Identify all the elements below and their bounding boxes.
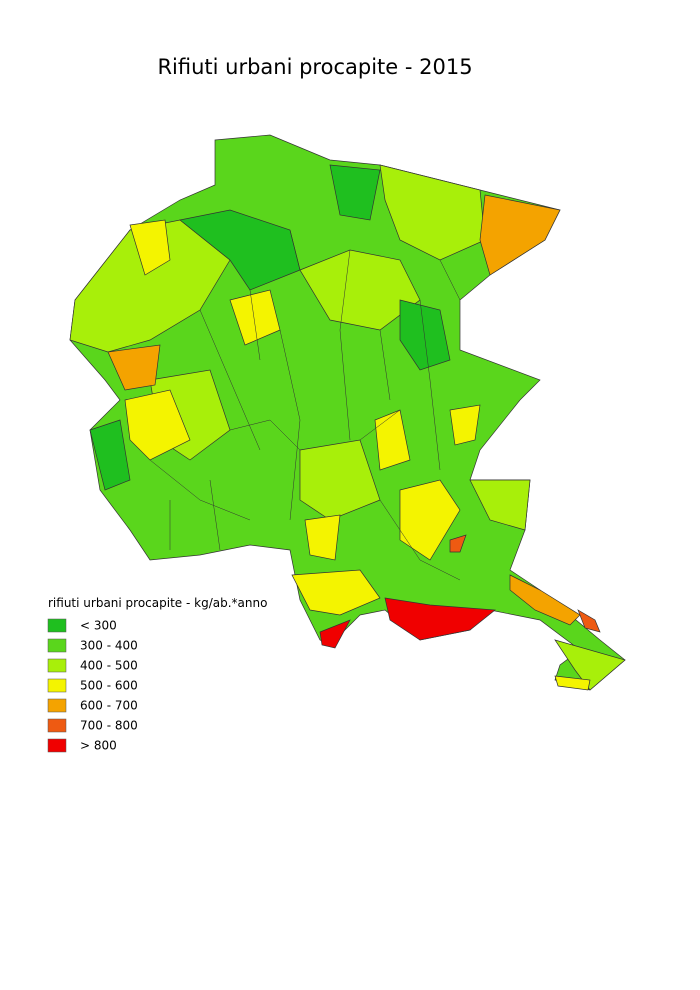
legend-swatch xyxy=(47,718,67,733)
region xyxy=(554,639,626,691)
region xyxy=(577,609,601,633)
region xyxy=(304,514,341,561)
region xyxy=(554,675,591,691)
region xyxy=(479,194,561,276)
region xyxy=(384,597,496,641)
legend-label: < 300 xyxy=(80,619,117,633)
region xyxy=(329,164,381,221)
legend-swatch xyxy=(47,678,67,693)
region xyxy=(374,409,411,471)
region xyxy=(319,619,351,649)
region xyxy=(449,404,481,446)
legend-label: 700 - 800 xyxy=(80,719,138,733)
legend-label: 500 - 600 xyxy=(80,679,138,693)
legend-swatch xyxy=(47,658,67,673)
legend-swatch xyxy=(47,738,67,753)
legend-label: 300 - 400 xyxy=(80,639,138,653)
region xyxy=(89,419,131,491)
region xyxy=(399,479,461,561)
region xyxy=(399,299,451,371)
legend-items: < 300 300 - 400 400 - 500 500 - 600 600 - 70… xyxy=(47,618,138,753)
legend-label: > 800 xyxy=(80,739,117,753)
region xyxy=(469,479,531,531)
legend-label: 400 - 500 xyxy=(80,659,138,673)
legend-label: 600 - 700 xyxy=(80,699,138,713)
region xyxy=(107,344,161,391)
legend-swatch xyxy=(47,638,67,653)
boundary xyxy=(149,229,461,581)
legend: rifiuti urbani procapite - kg/ab.*anno <… xyxy=(47,596,267,753)
legend-title: rifiuti urbani procapite - kg/ab.*anno xyxy=(48,596,267,610)
region xyxy=(291,569,381,616)
legend-swatch xyxy=(47,698,67,713)
region xyxy=(379,164,486,261)
region xyxy=(509,574,581,626)
map xyxy=(69,134,626,691)
region xyxy=(129,219,171,276)
region xyxy=(299,439,381,521)
map-title: Rifiuti urbani procapite - 2015 xyxy=(157,55,472,79)
legend-swatch xyxy=(47,618,67,633)
region xyxy=(449,534,467,553)
region xyxy=(124,389,191,461)
